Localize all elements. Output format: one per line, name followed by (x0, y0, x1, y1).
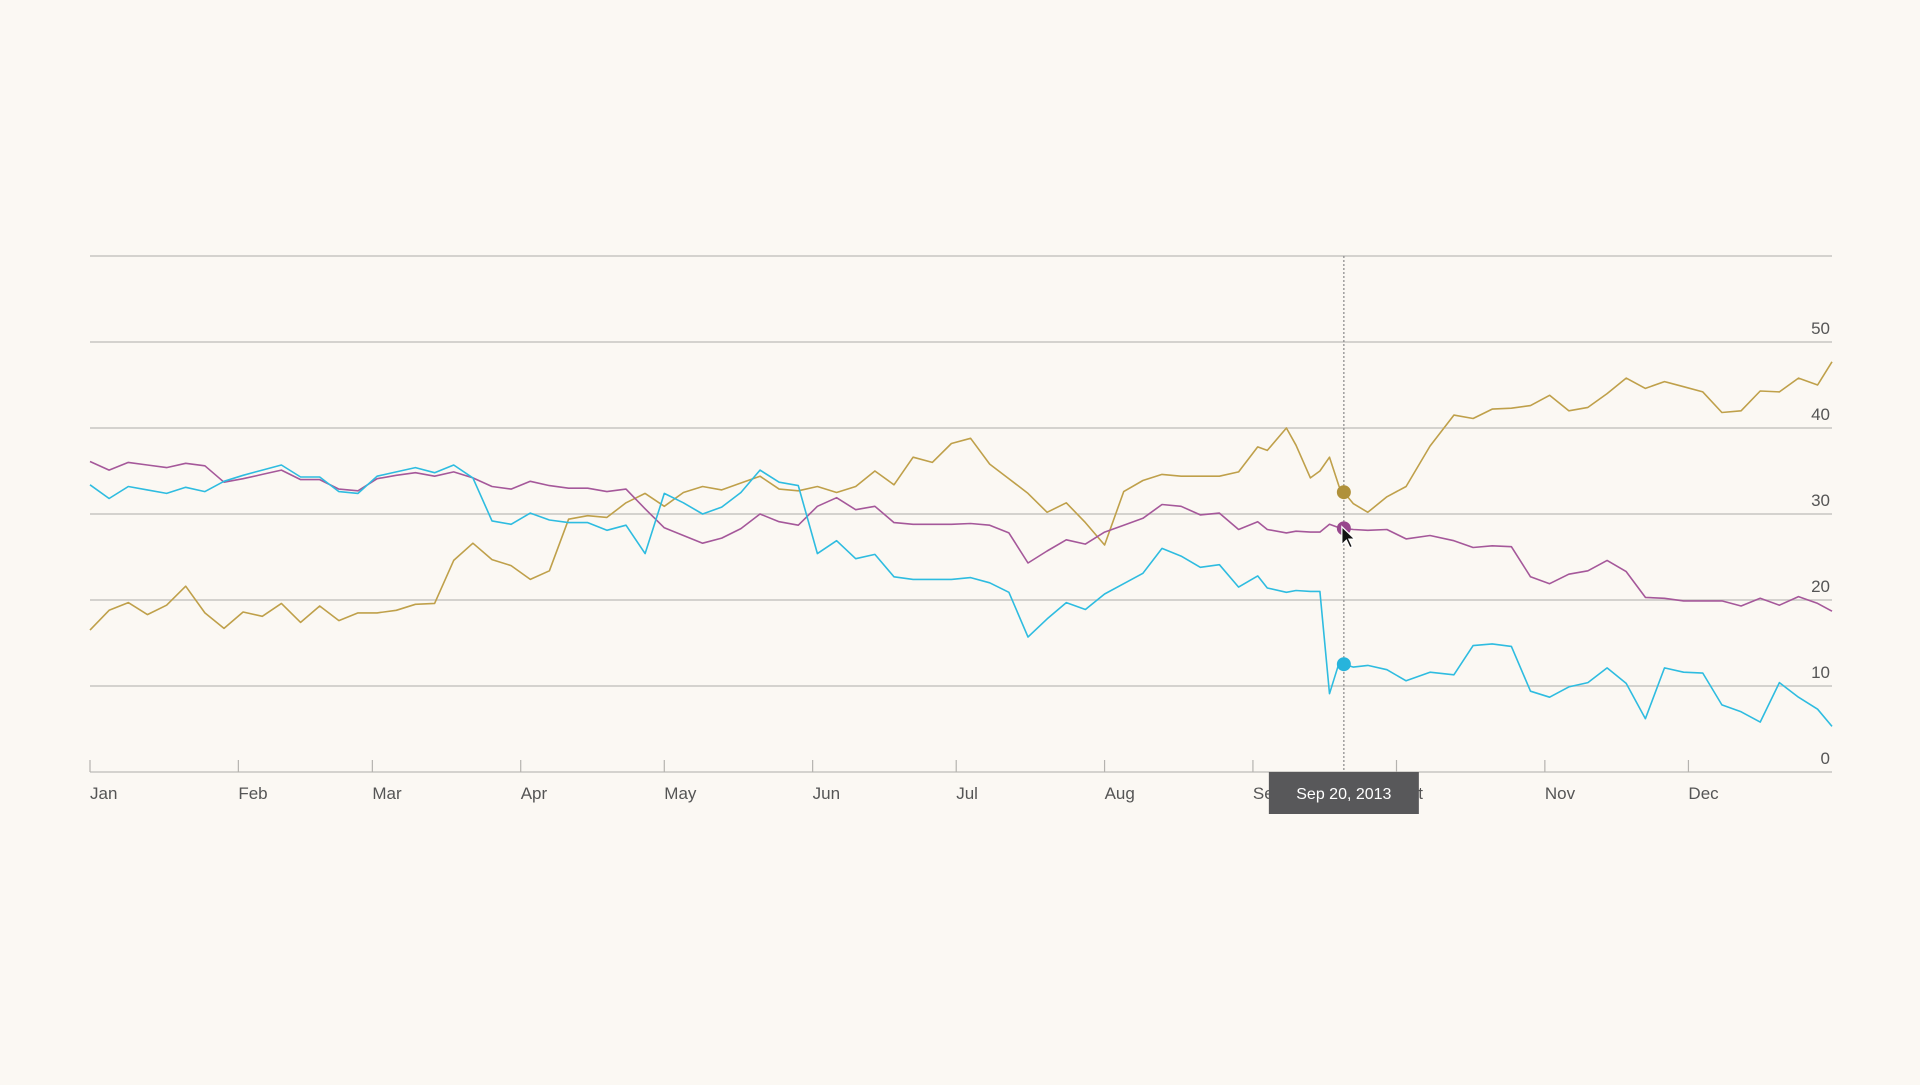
series-line-2 (89, 460, 1833, 612)
x-axis: JanFebMarAprMayJunJulAugSepOctNovDec (89, 760, 1719, 803)
x-tick-label: Jan (90, 784, 117, 803)
x-tick-label: Feb (238, 784, 267, 803)
series-line-1 (89, 361, 1833, 631)
x-tick-label: Mar (372, 784, 402, 803)
hover-date-label: Sep 20, 2013 (1296, 786, 1391, 803)
y-tick-label: 30 (1811, 491, 1830, 510)
y-tick-label: 20 (1811, 577, 1830, 596)
x-tick-label: Apr (521, 784, 548, 803)
x-tick-label: Jul (956, 784, 978, 803)
y-tick-label: 40 (1811, 405, 1830, 424)
hover-layer: Sep 20, 2013 (1268, 256, 1419, 814)
y-tick-label: 0 (1821, 749, 1830, 768)
x-tick-label: Nov (1545, 784, 1576, 803)
x-tick-label: Dec (1688, 784, 1719, 803)
x-tick-label: Aug (1105, 784, 1135, 803)
y-tick-label: 50 (1811, 319, 1830, 338)
series-layer (89, 361, 1833, 727)
series-line-3 (89, 464, 1833, 727)
hover-marker-1 (1336, 485, 1351, 500)
grid-layer (90, 255, 1832, 773)
hover-date-tooltip (1268, 772, 1419, 814)
x-tick-label: Jun (813, 784, 840, 803)
mouse-cursor-icon (1341, 525, 1357, 549)
y-tick-label: 10 (1811, 663, 1830, 682)
hover-marker-3 (1336, 657, 1351, 672)
y-axis: 0 10 20 30 40 50 (1811, 319, 1830, 768)
x-tick-label: May (664, 784, 697, 803)
